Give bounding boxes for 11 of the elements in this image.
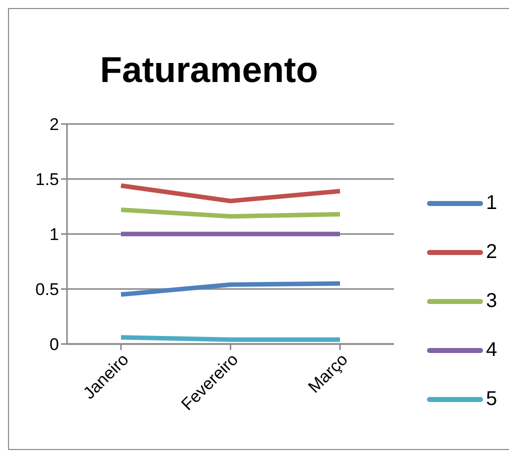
legend-label: 2 — [486, 241, 498, 264]
y-tick-label: 1.5 — [35, 170, 59, 190]
legend-label: 4 — [486, 339, 498, 362]
legend-label: 3 — [486, 290, 498, 313]
chart-title: Faturamento — [98, 49, 320, 91]
y-tick-label: 2 — [50, 115, 59, 134]
y-tick-label: 0 — [50, 335, 59, 354]
y-tick-label: 0.5 — [35, 280, 59, 300]
y-tick-label: 1 — [50, 225, 59, 244]
legend-label: 5 — [486, 388, 498, 411]
legend-label: 1 — [486, 192, 498, 215]
